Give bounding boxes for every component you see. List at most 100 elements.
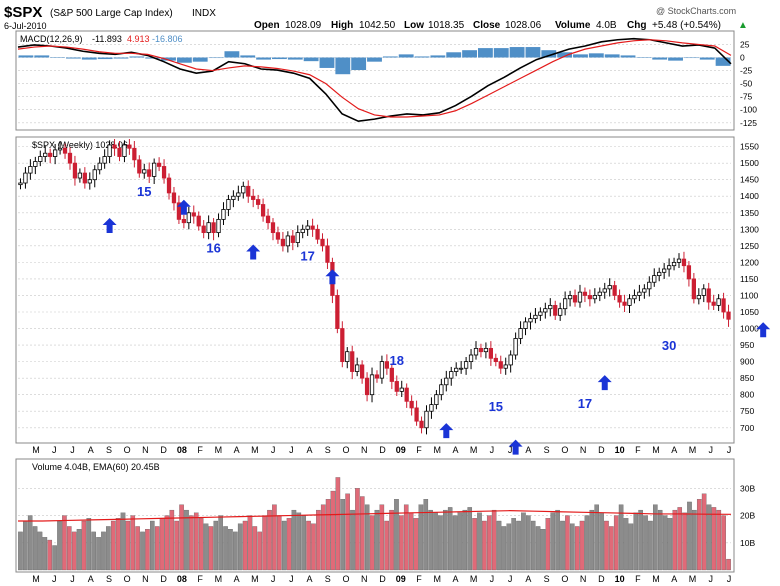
volume-bar — [555, 509, 560, 571]
macd-histogram-bar — [493, 48, 509, 58]
x-tick-label-bottom: D — [160, 574, 167, 584]
volume-bar — [340, 499, 346, 571]
volume-bar — [281, 520, 287, 571]
watermark: @ StockCharts.com — [656, 6, 736, 16]
price-candle — [246, 185, 251, 197]
volume-bar — [418, 504, 424, 571]
macd-histogram-bar — [113, 57, 129, 59]
price-candle — [726, 311, 731, 320]
price-candle — [602, 288, 607, 293]
x-tick-label-bottom: N — [142, 574, 149, 584]
macd-value: -11.893 — [92, 34, 122, 44]
price-candle — [166, 177, 172, 194]
macd-histogram-bar — [176, 57, 192, 63]
price-candle — [652, 275, 657, 283]
low-value: 1018.35 — [428, 20, 465, 31]
volume-bar — [32, 526, 38, 571]
count-annotation: 15 — [137, 184, 151, 199]
x-tick-label-bottom: A — [671, 574, 677, 584]
volume-bar — [257, 531, 263, 571]
volume-bar — [496, 520, 502, 571]
price-candle — [567, 295, 573, 300]
price-candle — [216, 218, 221, 234]
volume-tick-label: 10B — [740, 538, 755, 548]
price-candle — [701, 288, 706, 296]
price-candle — [147, 169, 152, 177]
price-candle — [414, 407, 419, 422]
volume-bar — [37, 531, 43, 571]
price-candle — [399, 387, 404, 392]
volume-bar — [550, 512, 556, 571]
x-tick-label-bottom: M — [652, 574, 660, 584]
price-candle — [82, 172, 87, 184]
macd-histogram-bar — [573, 54, 588, 58]
price-candle — [201, 225, 206, 234]
volume-bar — [687, 501, 692, 571]
price-candle — [241, 185, 246, 194]
price-candle — [562, 298, 568, 310]
price-tick-label: 1150 — [740, 274, 759, 284]
high-label: High — [331, 20, 353, 31]
date-label: 6-Jul-2010 — [4, 21, 47, 31]
volume-bar — [501, 526, 507, 571]
macd-histogram-bar — [715, 57, 731, 66]
price-candle — [587, 295, 593, 300]
x-tick-label-bottom: A — [88, 574, 94, 584]
price-candle — [23, 172, 28, 184]
up-arrow-marker — [102, 218, 117, 233]
price-candle — [18, 182, 23, 186]
volume-bar — [169, 509, 175, 571]
volume-bar — [462, 509, 468, 571]
x-tick-label: O — [124, 445, 131, 455]
volume-bar — [613, 515, 619, 571]
up-arrow-marker — [246, 244, 261, 260]
price-candle — [468, 354, 474, 363]
volume-bar — [599, 512, 604, 571]
x-tick-label: A — [671, 445, 677, 455]
price-candle — [597, 291, 602, 296]
volume-bar — [721, 515, 726, 571]
volume-bar — [467, 507, 473, 571]
price-candle — [389, 367, 394, 382]
volume-bar — [364, 504, 370, 571]
macd-histogram-bar — [620, 55, 636, 58]
volume-tick-label: 30B — [740, 483, 755, 493]
price-candle — [533, 314, 538, 320]
price-candle — [92, 169, 97, 181]
x-tick-label-bottom: J — [289, 574, 294, 584]
price-candle — [107, 144, 112, 157]
volume-bar — [247, 515, 253, 571]
x-tick-label-bottom: N — [580, 574, 587, 584]
volume-bar — [125, 520, 131, 571]
volume-bar — [506, 523, 512, 571]
volume-bar — [228, 529, 233, 571]
macd-tick-label: 0 — [740, 53, 745, 63]
x-tick-label: J — [52, 445, 57, 455]
x-tick-label: D — [598, 445, 605, 455]
macd-histogram-bar — [81, 57, 97, 60]
price-candle — [429, 404, 434, 412]
volume-bar — [618, 504, 624, 571]
price-candle — [716, 298, 721, 306]
macd-histogram-bar — [668, 57, 683, 61]
price-candle — [483, 347, 489, 353]
x-tick-label-bottom: J — [52, 574, 57, 584]
volume-label: Volume — [555, 20, 591, 31]
volume-bar — [447, 507, 453, 571]
price-candle — [657, 271, 662, 277]
x-tick-label: F — [635, 445, 641, 455]
x-tick-label: J — [490, 445, 495, 455]
low-label: Low — [404, 20, 424, 31]
price-candle — [488, 347, 493, 359]
macd-histogram-bar — [636, 57, 652, 58]
x-tick-label-bottom: J — [490, 574, 495, 584]
x-tick-label: O — [343, 445, 350, 455]
price-candle — [117, 147, 122, 157]
price-candle — [97, 162, 102, 171]
volume-bar — [530, 520, 536, 571]
macd-histogram-bar — [525, 47, 541, 58]
volume-bar — [237, 523, 243, 571]
volume-bar — [262, 515, 267, 571]
